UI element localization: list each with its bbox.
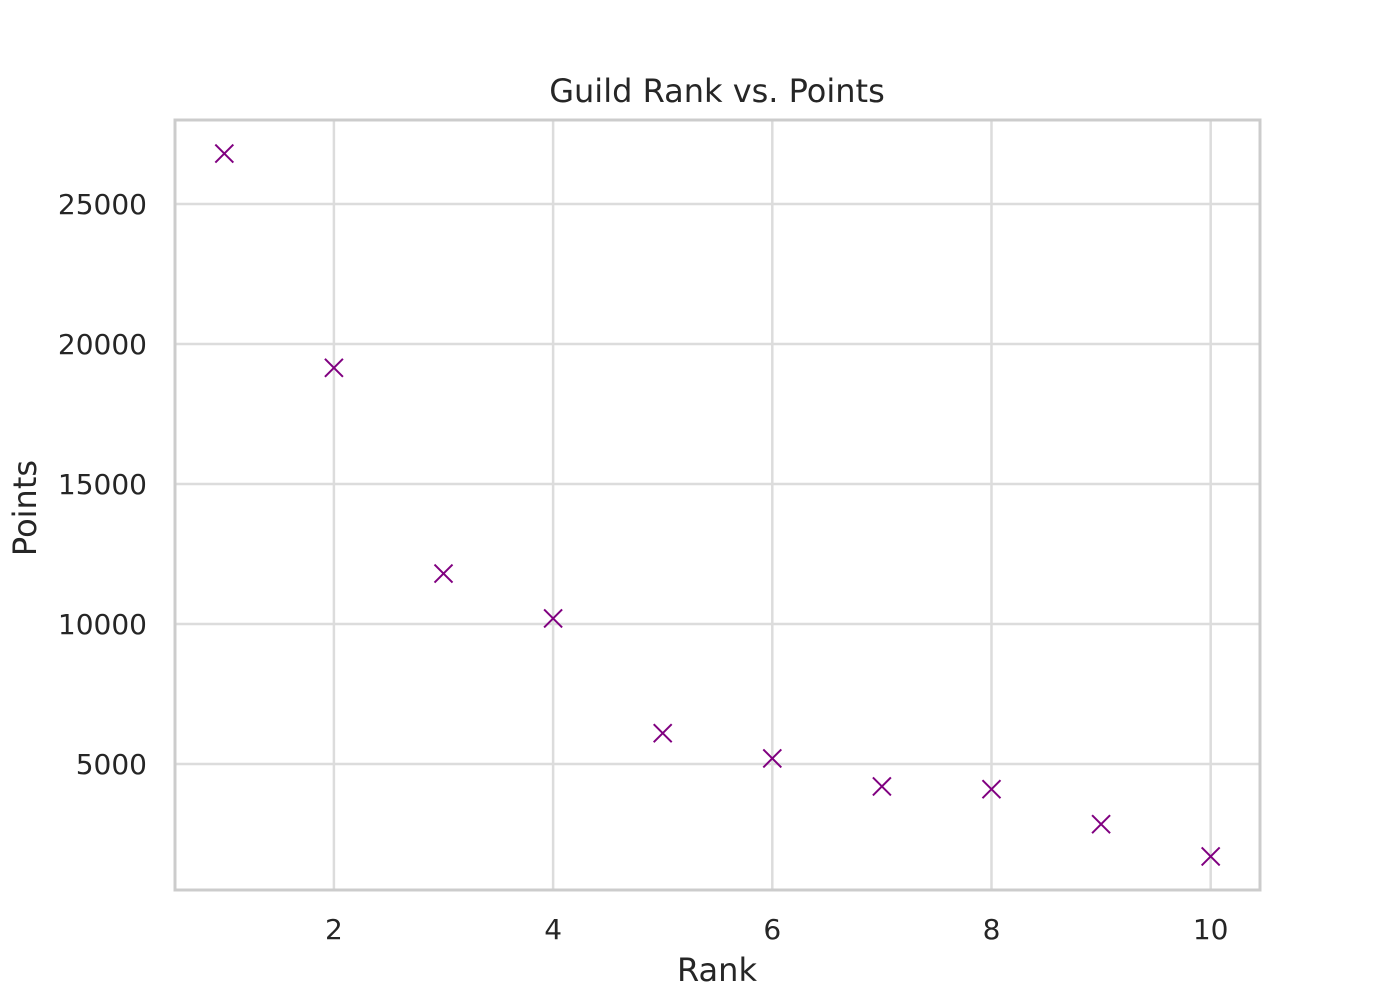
data-point xyxy=(543,608,563,629)
data-point xyxy=(324,358,344,378)
data-point xyxy=(214,143,235,164)
y-tick-label: 10000 xyxy=(58,608,147,641)
data-point xyxy=(981,779,1002,799)
y-tick-label: 15000 xyxy=(58,468,147,501)
x-axis-label: Rank xyxy=(677,951,757,989)
y-axis-label: Points xyxy=(6,460,44,556)
data-points xyxy=(214,143,1221,867)
x-tick-label: 10 xyxy=(1193,913,1229,946)
grid-lines xyxy=(175,120,1260,890)
x-tick-label: 2 xyxy=(325,913,343,946)
chart-title: Guild Rank vs. Points xyxy=(549,72,885,110)
data-point xyxy=(762,748,783,769)
data-point xyxy=(872,776,892,797)
y-tick-label: 20000 xyxy=(58,328,147,361)
x-tick-label: 6 xyxy=(763,913,781,946)
data-point xyxy=(1200,846,1221,867)
data-point xyxy=(433,563,454,584)
tick-labels: 2 4 6 8 10 5000 10000 15000 20000 25000 xyxy=(58,188,1229,946)
y-tick-label: 5000 xyxy=(76,748,147,781)
data-point xyxy=(652,723,673,743)
data-point xyxy=(1091,814,1111,834)
x-tick-label: 8 xyxy=(983,913,1001,946)
plot-frame xyxy=(173,118,1262,892)
x-tick-label: 4 xyxy=(544,913,562,946)
y-tick-label: 25000 xyxy=(58,188,147,221)
